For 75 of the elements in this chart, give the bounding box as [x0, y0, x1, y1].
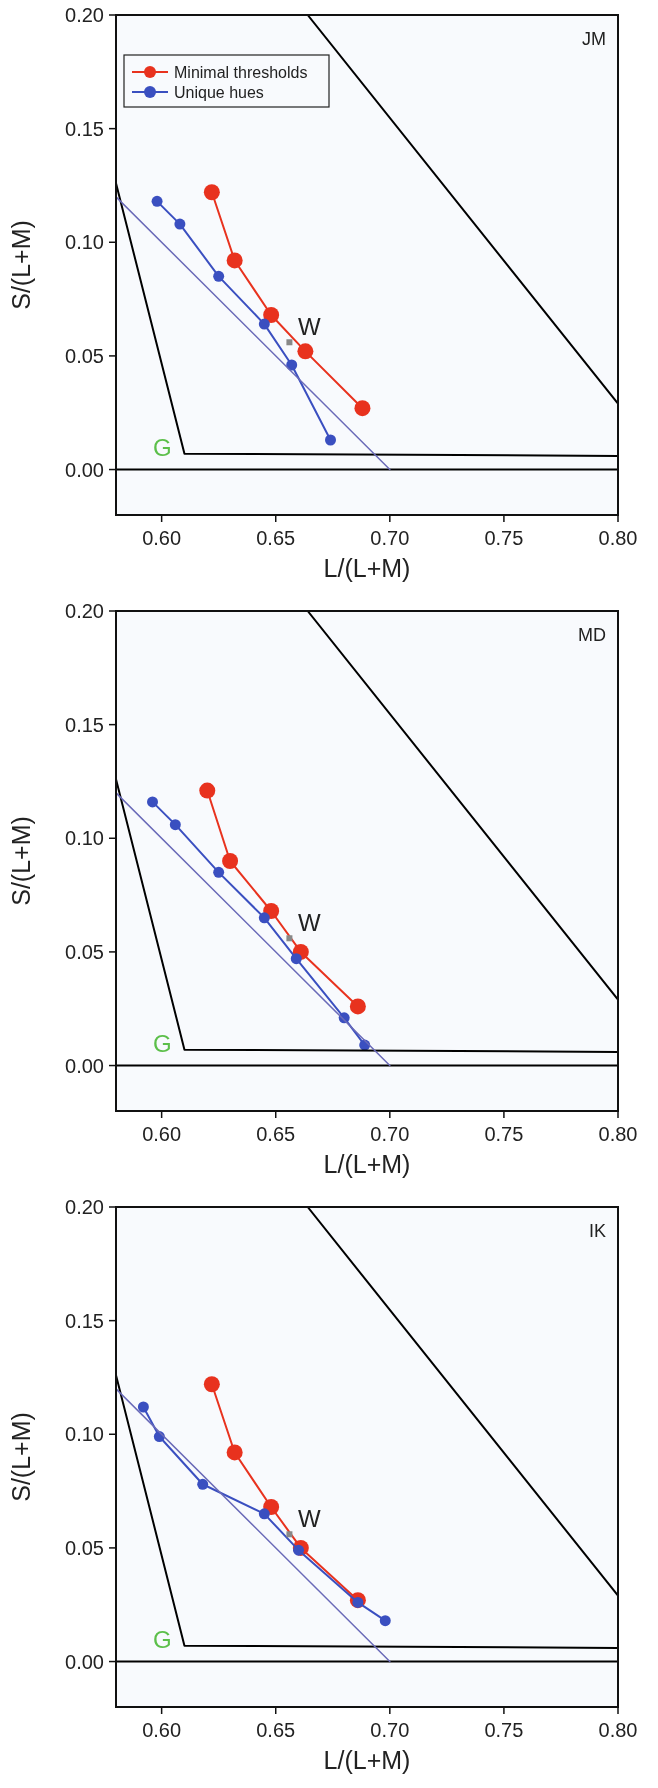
x-axis-title: L/(L+M): [323, 1746, 411, 1774]
annotation: JM: [582, 29, 606, 49]
x-tick-label: 0.65: [256, 1719, 296, 1741]
annotation: MD: [578, 625, 606, 645]
point: [203, 184, 220, 201]
y-axis-title: S/(L+M): [7, 816, 35, 906]
y-tick-label: 0.10: [65, 231, 104, 254]
x-tick-label: 0.80: [598, 1123, 638, 1145]
x-tick-label: 0.70: [370, 527, 410, 549]
y-tick-label: 0.00: [65, 1650, 104, 1673]
y-tick-label: 0.05: [65, 1536, 104, 1559]
point: [290, 953, 302, 965]
x-tick-label: 0.65: [256, 527, 296, 549]
point: [286, 339, 293, 346]
y-tick-label: 0.20: [65, 1196, 104, 1218]
annotation: G: [153, 433, 172, 461]
x-tick-label: 0.80: [598, 527, 638, 549]
point: [137, 1401, 149, 1413]
point: [199, 782, 216, 799]
annotation: IK: [588, 1221, 606, 1241]
y-axis-title: S/(L+M): [7, 220, 35, 310]
point: [213, 866, 225, 878]
x-tick-label: 0.80: [598, 1719, 638, 1741]
y-tick-label: 0.15: [65, 1309, 104, 1332]
series-label: W: [298, 908, 322, 936]
point: [286, 935, 293, 942]
y-tick-label: 0.20: [65, 600, 104, 622]
y-tick-label: 0.20: [65, 4, 104, 26]
y-tick-label: 0.00: [65, 1054, 104, 1077]
point: [297, 343, 314, 360]
x-axis-title: L/(L+M): [323, 554, 411, 582]
point: [147, 796, 159, 808]
x-tick-label: 0.65: [256, 1123, 296, 1145]
point: [349, 998, 366, 1015]
x-axis-title: L/(L+M): [323, 1150, 411, 1178]
legend-label: Minimal thresholds: [174, 64, 308, 81]
y-tick-label: 0.15: [65, 117, 104, 140]
annotation: G: [153, 1029, 172, 1057]
y-tick-label: 0.10: [65, 1423, 104, 1446]
series-label: W: [298, 1504, 322, 1532]
y-axis-title: S/(L+M): [7, 1412, 35, 1502]
x-tick-label: 0.75: [484, 1719, 524, 1741]
y-tick-label: 0.00: [65, 458, 104, 481]
point: [226, 252, 243, 269]
point: [286, 359, 298, 371]
y-tick-label: 0.15: [65, 713, 104, 736]
point: [203, 1376, 220, 1393]
series-label: W: [298, 312, 322, 340]
y-tick-label: 0.10: [65, 827, 104, 850]
annotation: G: [153, 1625, 172, 1653]
point: [354, 400, 371, 417]
point: [258, 318, 270, 330]
legend-label: Unique hues: [174, 84, 264, 101]
x-tick-label: 0.60: [142, 1719, 182, 1741]
point: [263, 307, 280, 323]
point: [258, 912, 270, 924]
x-tick-label: 0.60: [142, 527, 182, 549]
point: [286, 1531, 293, 1538]
point: [174, 218, 186, 230]
x-tick-label: 0.60: [142, 1123, 182, 1145]
point: [222, 853, 239, 869]
x-tick-label: 0.75: [484, 1123, 524, 1145]
point: [226, 1444, 243, 1461]
point: [169, 819, 181, 831]
point: [324, 434, 336, 446]
point: [379, 1615, 391, 1627]
point: [213, 270, 225, 282]
point: [151, 195, 163, 207]
y-tick-label: 0.05: [65, 940, 104, 963]
point: [197, 1478, 209, 1490]
y-tick-label: 0.05: [65, 344, 104, 367]
x-tick-label: 0.70: [370, 1123, 410, 1145]
point: [258, 1508, 270, 1520]
x-tick-label: 0.70: [370, 1719, 410, 1741]
x-tick-label: 0.75: [484, 527, 524, 549]
